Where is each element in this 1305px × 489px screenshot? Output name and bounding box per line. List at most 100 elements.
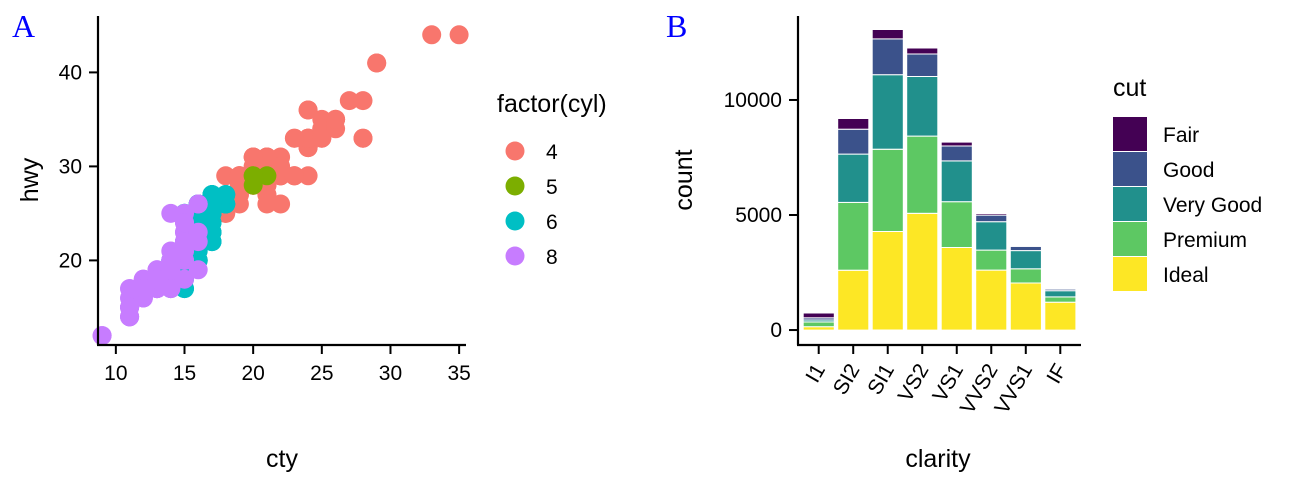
point-cyl-4 — [312, 128, 332, 148]
x-axis-title: cty — [266, 445, 298, 473]
point-cyl-4 — [339, 91, 359, 111]
bar-VVS1-premium — [1009, 268, 1042, 284]
legend-cut: cut Fair Good Very Good Premium Ideal — [1113, 74, 1262, 291]
point-cyl-4 — [243, 147, 263, 167]
bar-I1-premium — [802, 321, 835, 328]
point-cyl-4 — [229, 166, 249, 186]
legend-label-8: 8 — [546, 246, 558, 269]
legend-title: factor(cyl) — [497, 90, 607, 118]
point-cyl-8 — [120, 307, 140, 327]
point-cyl-5 — [243, 166, 263, 186]
scatter-panel: A 10 15 20 25 30 35 20 30 40 cty hwy factor(cyl… — [12, 8, 607, 473]
scatter-points — [92, 25, 469, 346]
legend-key-6 — [505, 211, 525, 231]
bar-VS2-very-good — [906, 76, 939, 137]
bar-SI2-fair — [837, 118, 870, 130]
legend-key-5 — [505, 176, 525, 196]
point-cyl-8 — [175, 269, 194, 289]
x-tick-label: 20 — [241, 362, 264, 385]
legend-label-6: 6 — [546, 211, 558, 234]
legend-key-good — [1113, 152, 1147, 186]
x-tick-label: SI2 — [829, 360, 865, 399]
point-cyl-8 — [161, 203, 181, 223]
point-cyl-4 — [257, 147, 277, 167]
point-cyl-8 — [161, 260, 181, 280]
point-cyl-6 — [202, 194, 222, 214]
x-tick-label: 10 — [104, 362, 127, 385]
x-tick-label: 35 — [447, 362, 470, 385]
bar-VVS1-ideal — [1009, 282, 1042, 331]
y-tick-label: 20 — [59, 249, 82, 272]
legend-label-ideal: Ideal — [1163, 264, 1209, 287]
point-cyl-4 — [271, 194, 291, 214]
point-cyl-4 — [422, 25, 442, 45]
point-cyl-5 — [257, 166, 277, 186]
point-cyl-8 — [147, 269, 167, 289]
point-cyl-8 — [188, 194, 208, 214]
legend-key-premium — [1113, 222, 1147, 256]
bar-IF-premium — [1044, 296, 1077, 303]
point-cyl-4 — [353, 91, 373, 111]
bar-VVS2-fair — [975, 213, 1008, 216]
bar-VS1-very-good — [940, 160, 973, 203]
bar-SI1-very-good — [871, 74, 904, 150]
x-axis-title: clarity — [905, 445, 971, 473]
y-ticks: 0 5000 10000 — [724, 89, 798, 342]
x-tick-label: 25 — [310, 362, 333, 385]
point-cyl-8 — [188, 260, 208, 280]
x-tick-label: 30 — [379, 362, 402, 385]
point-cyl-4 — [284, 128, 304, 148]
x-tick-label: I1 — [801, 360, 830, 387]
panel-tag-a: A — [12, 8, 35, 44]
legend-key-very-good — [1113, 187, 1147, 221]
legend-label-fair: Fair — [1163, 124, 1199, 147]
x-ticks: 10 15 20 25 30 35 — [104, 345, 471, 385]
point-cyl-4 — [367, 53, 387, 73]
bar-SI2-premium — [837, 201, 870, 271]
bar-VS1-premium — [940, 201, 973, 248]
point-cyl-8 — [188, 232, 208, 252]
y-ticks: 20 30 40 — [59, 61, 98, 272]
legend-key-ideal — [1113, 257, 1147, 291]
point-cyl-4 — [257, 194, 277, 214]
bar-IF-very-good — [1044, 290, 1077, 298]
y-tick-label: 10000 — [724, 89, 782, 112]
bar-VS1-fair — [940, 141, 973, 147]
bar-VS1-ideal — [940, 247, 973, 331]
bar-SI1-fair — [871, 29, 904, 40]
point-cyl-8 — [175, 213, 194, 233]
bar-VS2-premium — [906, 135, 939, 214]
bar-VS2-good — [906, 53, 939, 77]
bar-SI1-ideal — [871, 231, 904, 331]
point-cyl-4 — [298, 100, 318, 120]
bar-I1-fair — [802, 312, 835, 319]
bar-VS1-good — [940, 145, 973, 162]
bar-SI2-ideal — [837, 269, 870, 331]
legend-label-5: 5 — [546, 176, 558, 199]
point-cyl-6 — [202, 222, 222, 242]
legend-key-4 — [505, 141, 525, 161]
point-cyl-4 — [271, 156, 291, 176]
point-cyl-4 — [298, 128, 318, 148]
y-tick-label: 5000 — [735, 204, 782, 227]
point-cyl-4 — [216, 166, 236, 186]
point-cyl-8 — [161, 279, 181, 299]
point-cyl-4 — [326, 109, 346, 129]
legend-label-4: 4 — [546, 141, 558, 164]
y-tick-label: 30 — [59, 155, 82, 178]
legend-title: cut — [1113, 74, 1146, 102]
bar-VVS1-very-good — [1009, 250, 1042, 270]
point-cyl-6 — [216, 185, 236, 205]
legend-key-8 — [505, 246, 525, 266]
bar-SI2-very-good — [837, 153, 870, 203]
legend-label-premium: Premium — [1163, 229, 1247, 252]
y-axis-title: count — [670, 149, 698, 210]
y-tick-label: 40 — [59, 61, 82, 84]
point-cyl-4 — [229, 185, 249, 205]
bar-VVS1-good — [1009, 245, 1042, 252]
legend-label-good: Good — [1163, 159, 1214, 182]
bar-SI2-good — [837, 128, 870, 155]
